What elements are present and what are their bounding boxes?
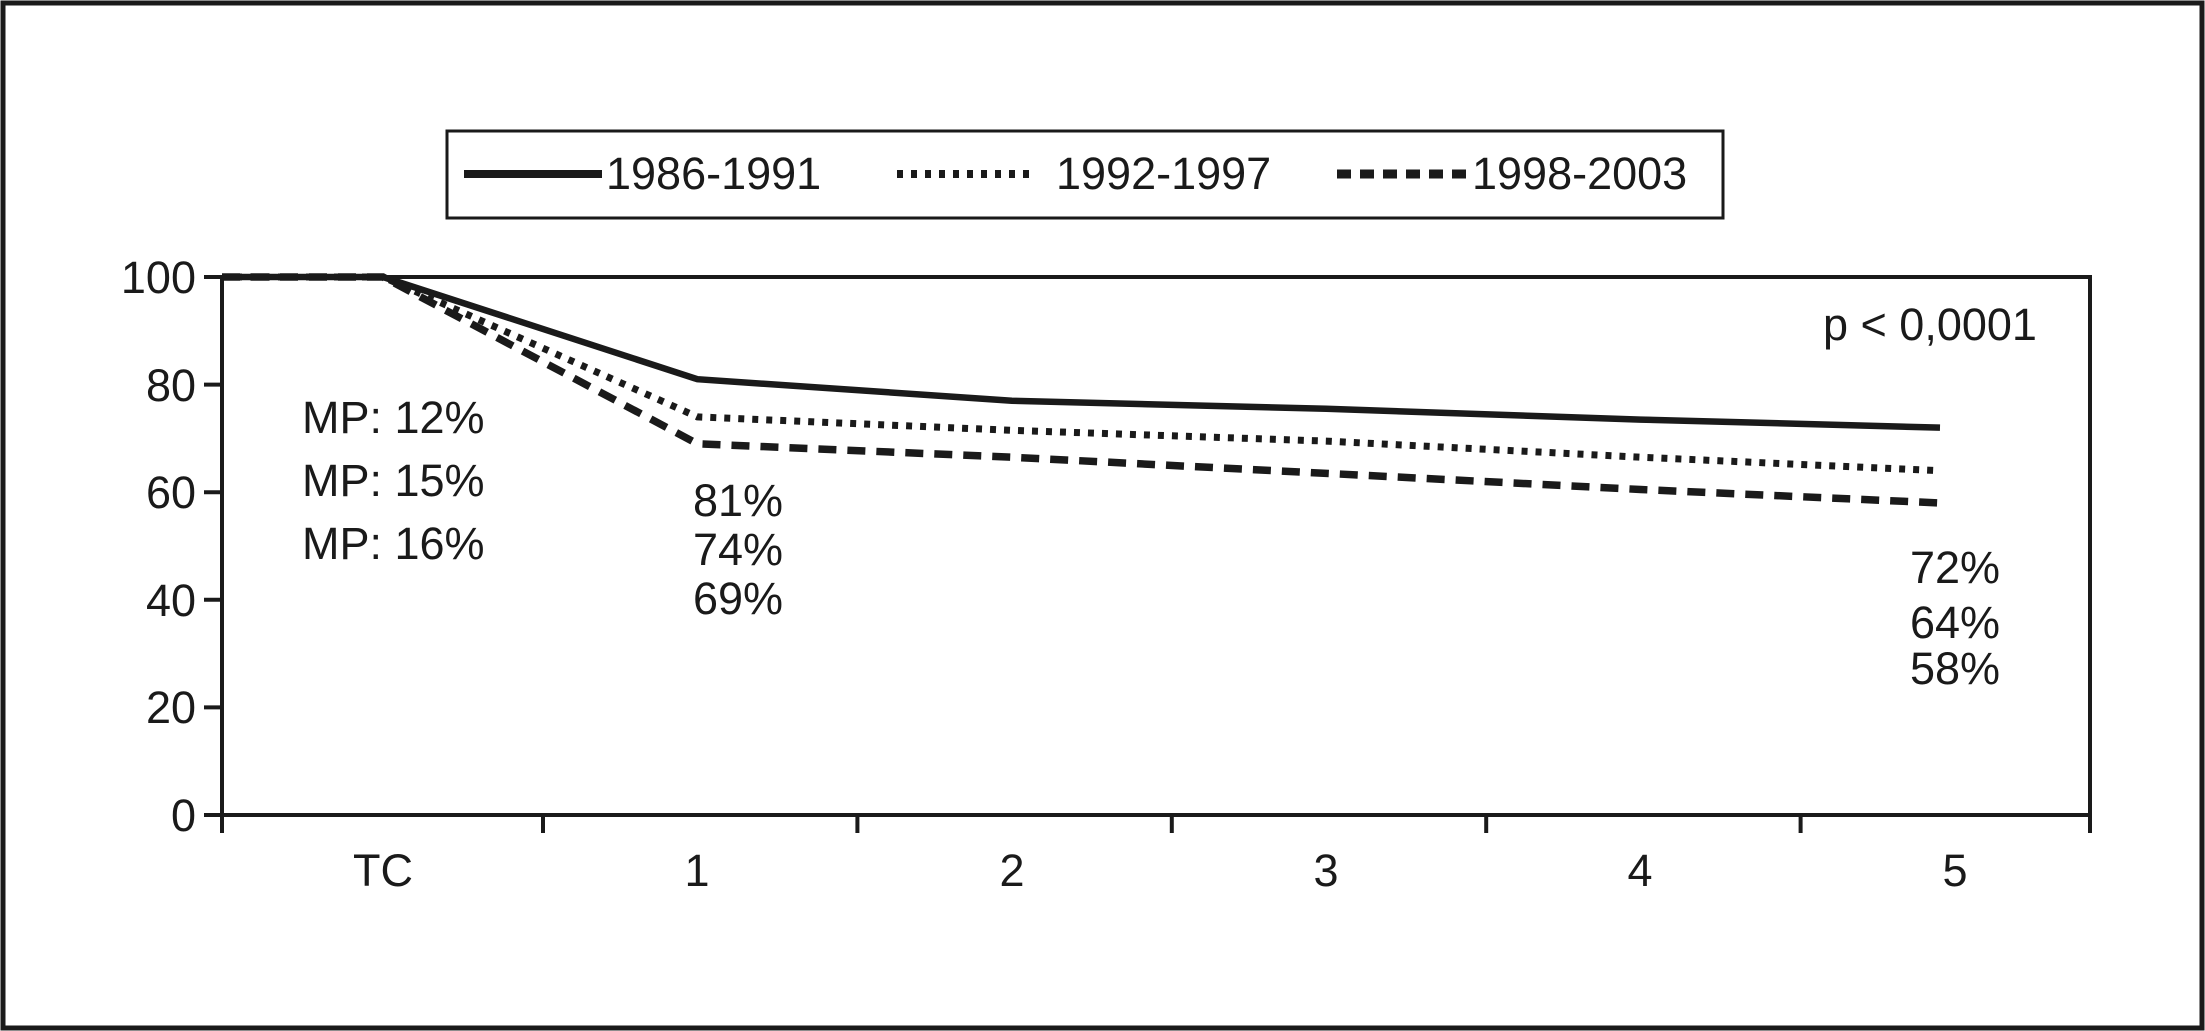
mp-annotation-line: MP: 12% [302, 392, 485, 443]
x-tick-label: TC [353, 845, 413, 896]
year1-value-label: 74% [693, 524, 783, 575]
x-tick-label: 2 [999, 845, 1024, 896]
legend-label-1986-1991: 1986-1991 [606, 148, 821, 199]
plot-dynamic-layer [204, 273, 2092, 833]
y-tick-label: 100 [121, 252, 196, 303]
year1-value-label: 81% [693, 475, 783, 526]
x-tick-label: 5 [1942, 845, 1967, 896]
year5-value-label: 64% [1910, 597, 2000, 648]
year5-value-label: 72% [1910, 542, 2000, 593]
x-tick-label: 1 [684, 845, 709, 896]
year1-value-label: 69% [693, 573, 783, 624]
legend-box [445, 129, 1725, 220]
p-value-label: p < 0,0001 [1823, 299, 2037, 350]
y-tick-label: 60 [146, 467, 196, 518]
y-tick-label: 0 [171, 790, 196, 841]
mp-annotation-line: MP: 16% [302, 518, 485, 569]
x-tick-label: 4 [1627, 845, 1652, 896]
series-line-1998-2003 [222, 273, 1941, 507]
y-tick-label: 80 [146, 360, 196, 411]
plot-area-frame [220, 275, 2092, 817]
legend-label-1998-2003: 1998-2003 [1472, 148, 1687, 199]
y-tick-label: 20 [146, 682, 196, 733]
year5-value-label: 58% [1910, 643, 2000, 694]
x-tick-label: 3 [1313, 845, 1338, 896]
mp-annotation-line: MP: 15% [302, 455, 485, 506]
y-tick-label: 40 [146, 575, 196, 626]
legend-label-1992-1997: 1992-1997 [1056, 148, 1271, 199]
